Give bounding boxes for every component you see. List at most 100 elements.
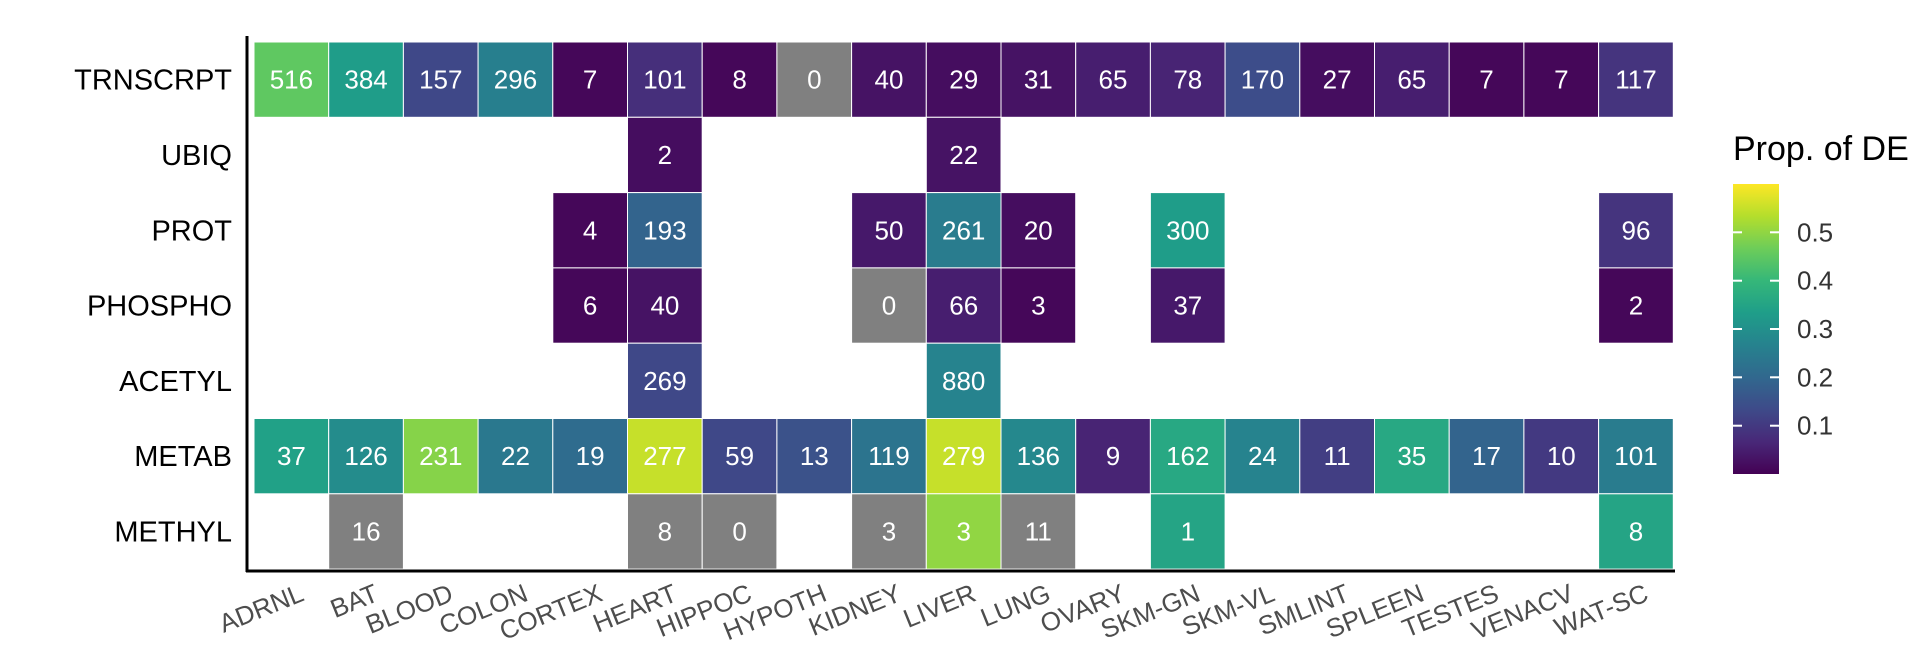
cell-value-label: 11 bbox=[1025, 516, 1052, 546]
heatmap-cell bbox=[552, 41, 628, 118]
cell-value-label: 296 bbox=[494, 65, 537, 95]
heatmap-cell bbox=[925, 493, 1002, 570]
color-legend: Prop. of DE 0.1 0.2 0.3 0.4 0.5 bbox=[1733, 130, 1909, 474]
cell-value-label: 269 bbox=[643, 366, 686, 396]
cell-value-label: 10 bbox=[1547, 441, 1576, 471]
heatmap-cell bbox=[1000, 267, 1077, 344]
cell-value-label: 66 bbox=[949, 291, 978, 321]
heatmap-cell bbox=[1448, 41, 1525, 118]
heatmap-cell bbox=[1000, 192, 1077, 269]
legend-tick-label: 0.5 bbox=[1797, 217, 1833, 247]
heatmap-cell bbox=[477, 41, 554, 118]
cell-value-label: 16 bbox=[352, 516, 381, 546]
cell-value-label: 19 bbox=[576, 441, 605, 471]
heatmap-cell bbox=[552, 267, 628, 344]
row-label: TRNSCRPT bbox=[74, 65, 232, 97]
legend-title: Prop. of DE bbox=[1733, 130, 1909, 168]
heatmap-cell bbox=[1374, 418, 1450, 495]
row-label: ACETYL bbox=[119, 366, 232, 398]
column-label: ADRNL bbox=[215, 578, 308, 639]
cell-value-label: 2 bbox=[658, 140, 672, 170]
heatmap-cell bbox=[1523, 41, 1600, 118]
cell-value-label: 27 bbox=[1323, 65, 1352, 95]
heatmap-cell bbox=[1224, 41, 1301, 118]
heatmap-cell bbox=[552, 418, 628, 495]
heatmap-cell bbox=[1598, 418, 1674, 495]
heatmap-cell bbox=[851, 267, 927, 344]
cell-value-label: 29 bbox=[949, 65, 978, 95]
cell-value-label: 31 bbox=[1024, 65, 1053, 95]
cell-value-label: 880 bbox=[942, 366, 985, 396]
heatmap-cell bbox=[1000, 493, 1077, 570]
cell-value-label: 3 bbox=[1031, 291, 1045, 321]
heatmap-cell bbox=[627, 418, 703, 495]
cell-value-label: 24 bbox=[1248, 441, 1277, 471]
cell-value-label: 22 bbox=[501, 441, 530, 471]
heatmap-cell bbox=[851, 418, 927, 495]
cell-value-label: 231 bbox=[419, 441, 462, 471]
heatmap-cell bbox=[552, 192, 628, 269]
heatmap-cell bbox=[1149, 192, 1226, 269]
legend-tick-label: 0.2 bbox=[1797, 362, 1833, 392]
column-label: LIVER bbox=[899, 578, 980, 634]
heatmap-cell bbox=[1075, 41, 1151, 118]
cell-value-label: 8 bbox=[1629, 516, 1643, 546]
cell-value-label: 20 bbox=[1024, 215, 1053, 245]
heatmap-cell bbox=[402, 418, 479, 495]
heatmap-cell bbox=[1374, 41, 1450, 118]
heatmap-cell bbox=[328, 418, 404, 495]
heatmap-cell bbox=[1523, 418, 1600, 495]
cell-value-label: 119 bbox=[868, 441, 909, 471]
cell-value-label: 78 bbox=[1173, 65, 1202, 95]
cell-value-label: 6 bbox=[583, 291, 597, 321]
cell-value-label: 279 bbox=[942, 441, 985, 471]
cell-value-label: 37 bbox=[1173, 291, 1202, 321]
heatmap-cell bbox=[253, 41, 330, 118]
heatmap-cell bbox=[851, 41, 927, 118]
cell-value-label: 2 bbox=[1629, 291, 1643, 321]
cell-value-label: 193 bbox=[643, 215, 686, 245]
heatmap-cell bbox=[776, 418, 853, 495]
row-labels: TRNSCRPT UBIQ PROT PHOSPHO ACETYL METAB METHYL bbox=[74, 65, 232, 549]
cell-value-label: 1 bbox=[1181, 516, 1195, 546]
legend-tick-label: 0.3 bbox=[1797, 314, 1833, 344]
heatmap-cell bbox=[1075, 418, 1151, 495]
heatmap-cell bbox=[627, 116, 703, 194]
row-label: METAB bbox=[134, 441, 232, 473]
cell-value-label: 4 bbox=[583, 215, 597, 245]
cell-value-label: 162 bbox=[1166, 441, 1209, 471]
heatmap-cells: 516 384 157 296 7 101 8 0 40 29 31 65 78 170 27 65 7 7 117… bbox=[253, 41, 1674, 570]
cell-value-label: 0 bbox=[732, 516, 746, 546]
cell-value-label: 7 bbox=[1479, 65, 1493, 95]
cell-value-label: 65 bbox=[1099, 65, 1128, 95]
heatmap-cell bbox=[253, 418, 330, 495]
cell-value-label: 277 bbox=[643, 441, 686, 471]
cell-value-label: 101 bbox=[643, 65, 686, 95]
row-label: PROT bbox=[151, 215, 232, 247]
heatmap-cell bbox=[627, 192, 703, 269]
heatmap-cell bbox=[1448, 418, 1525, 495]
heatmap-cell bbox=[627, 493, 703, 570]
cell-value-label: 37 bbox=[277, 441, 306, 471]
cell-value-label: 300 bbox=[1166, 215, 1209, 245]
heatmap-cell bbox=[477, 418, 554, 495]
heatmap-cell bbox=[328, 41, 404, 118]
cell-value-label: 8 bbox=[732, 65, 746, 95]
cell-value-label: 101 bbox=[1614, 441, 1657, 471]
cell-value-label: 157 bbox=[419, 65, 462, 95]
heatmap-cell bbox=[627, 342, 703, 420]
heatmap-cell bbox=[925, 342, 1002, 420]
cell-value-label: 65 bbox=[1397, 65, 1426, 95]
cell-value-label: 8 bbox=[658, 516, 672, 546]
heatmap-cell bbox=[925, 116, 1002, 194]
cell-value-label: 96 bbox=[1622, 215, 1651, 245]
heatmap-cell bbox=[1598, 493, 1674, 570]
cell-value-label: 22 bbox=[949, 140, 978, 170]
cell-value-label: 13 bbox=[800, 441, 829, 471]
heatmap-cell bbox=[776, 41, 853, 118]
heatmap-cell bbox=[1000, 418, 1077, 495]
cell-value-label: 17 bbox=[1472, 441, 1501, 471]
cell-value-label: 0 bbox=[807, 65, 821, 95]
heatmap-cell bbox=[328, 493, 404, 570]
heatmap-cell bbox=[402, 41, 479, 118]
